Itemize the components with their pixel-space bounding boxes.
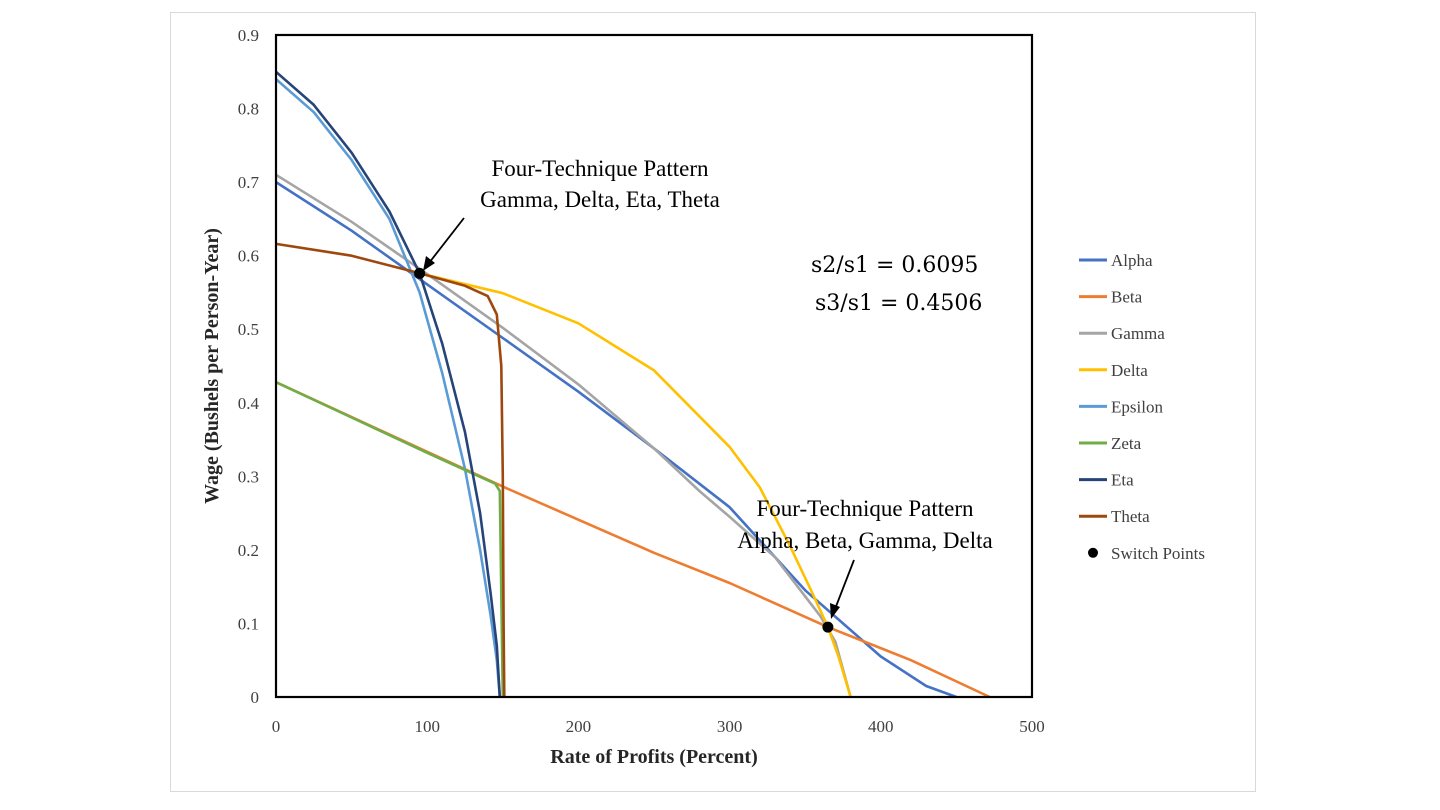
x-tick-label: 500 (1019, 717, 1045, 736)
annotation-2-arrow (834, 559, 855, 610)
annotation-2-line-1: Four-Technique Pattern (756, 496, 974, 521)
series-layer (275, 70, 991, 699)
y-axis-title: Wage (Bushels per Person-Year) (201, 228, 223, 504)
annotation-1-arrowhead (423, 256, 435, 271)
y-tick-label: 0.3 (238, 467, 259, 486)
plot-area-border (274, 33, 1034, 699)
legend-label-theta: Theta (1111, 507, 1150, 526)
series-line-zeta (275, 381, 505, 698)
y-tick-label: 0.7 (238, 173, 260, 192)
legend-label-switch-points: Switch Points (1111, 544, 1205, 563)
annotation-1-line-2: Gamma, Delta, Eta, Theta (480, 187, 720, 212)
ratio-s3-s1: s3/s1 = 0.4506 (815, 291, 982, 316)
legend-label-gamma: Gamma (1111, 324, 1165, 343)
wage-profit-chart: 0 100 200 300 400 500 00.10.20.30.40.50.60.70… (201, 26, 1205, 768)
legend-label-eta: Eta (1111, 471, 1134, 490)
series-line-theta (275, 242, 506, 698)
legend-label-beta: Beta (1111, 288, 1143, 307)
x-tick-label: 300 (717, 717, 743, 736)
x-tick-label: 100 (414, 717, 440, 736)
annotation-2-line-2: Alpha, Beta, Gamma, Delta (737, 528, 992, 553)
x-axis-ticks: 0 100 200 300 400 500 (272, 717, 1045, 736)
y-tick-label: 0.1 (238, 614, 259, 633)
legend-label-alpha: Alpha (1111, 251, 1153, 270)
series-line-epsilon (275, 78, 502, 698)
annotation-1-arrow (428, 217, 465, 264)
x-axis-title: Rate of Profits (Percent) (550, 746, 758, 768)
series-line-delta (419, 272, 852, 698)
legend-label-zeta: Zeta (1111, 434, 1142, 453)
switch-point-marker (414, 267, 426, 279)
y-tick-label: 0.2 (238, 541, 259, 560)
annotation-2-arrowhead (830, 603, 840, 619)
chart-frame: 0 100 200 300 400 500 0 0.1 0.2 0.3 0.4 0.5 0.6 0.7 0… (170, 12, 1256, 792)
switch-points-layer (414, 267, 834, 633)
legend-label-delta: Delta (1111, 361, 1148, 380)
y-tick-label: 0.6 (238, 247, 259, 266)
legend: Alpha Beta Gamma Delta Epsilon Zeta Eta Theta Sw… (1079, 251, 1205, 563)
x-tick-label: 400 (868, 717, 894, 736)
legend-swatch-switch-points (1088, 547, 1098, 558)
switch-point-marker (822, 621, 834, 633)
annotation-1-line-1: Four-Technique Pattern (491, 156, 709, 181)
x-tick-label: 200 (566, 717, 592, 736)
x-tick-label: 0 (272, 717, 281, 736)
y-axis-ticks: 0 0.1 0.2 0.3 0.4 0.5 0.6 0.7 0.8 0.9 (238, 26, 260, 707)
y-tick-label: 0.8 (238, 100, 259, 119)
y-tick-label: 0.5 (238, 320, 259, 339)
y-tick-label: 0 (251, 688, 260, 707)
ratio-s2-s1: s2/s1 = 0.6095 (811, 253, 978, 278)
y-tick-label: 0.4 (238, 394, 260, 413)
series-line-gamma (275, 173, 852, 698)
legend-label-epsilon: Epsilon (1111, 397, 1163, 416)
y-tick-label: 0.9 (238, 26, 259, 45)
series-line-eta (275, 70, 502, 698)
